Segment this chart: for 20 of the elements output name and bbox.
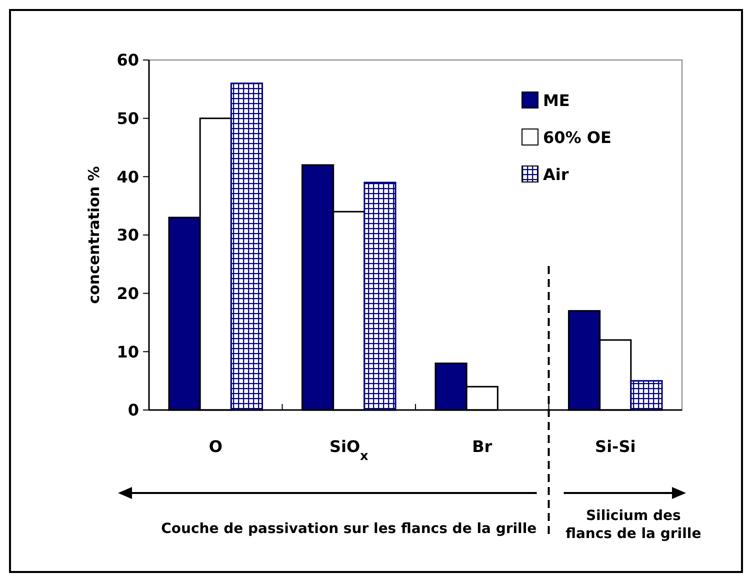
y-tick-label: 20 (116, 284, 139, 303)
y-tick-label: 0 (128, 400, 139, 420)
x-tick-label: Si-Si (595, 437, 636, 456)
text: Silicium des flancs de la grille (566, 508, 702, 542)
y-tick-label: 50 (116, 108, 139, 128)
y-axis-title: concentration % (85, 166, 103, 304)
x-tick-label: Br (472, 437, 492, 456)
y-tick-label: 60 (116, 50, 139, 70)
y-tick-label: 30 (116, 226, 139, 245)
bar (230, 82, 264, 411)
bar (630, 380, 663, 411)
legend-label: Air (543, 164, 569, 184)
x-tick-label: O (208, 437, 222, 456)
y-tick-label: 40 (116, 167, 139, 186)
legend-label: 60% OE (543, 128, 612, 147)
bar (364, 182, 396, 411)
x-tick-label: SiO$_{x}$ (329, 437, 370, 464)
text: Couche de passivation sur les flancs de la grille (161, 521, 537, 537)
legend-label: ME (543, 90, 570, 110)
y-tick-label: 10 (116, 342, 139, 362)
